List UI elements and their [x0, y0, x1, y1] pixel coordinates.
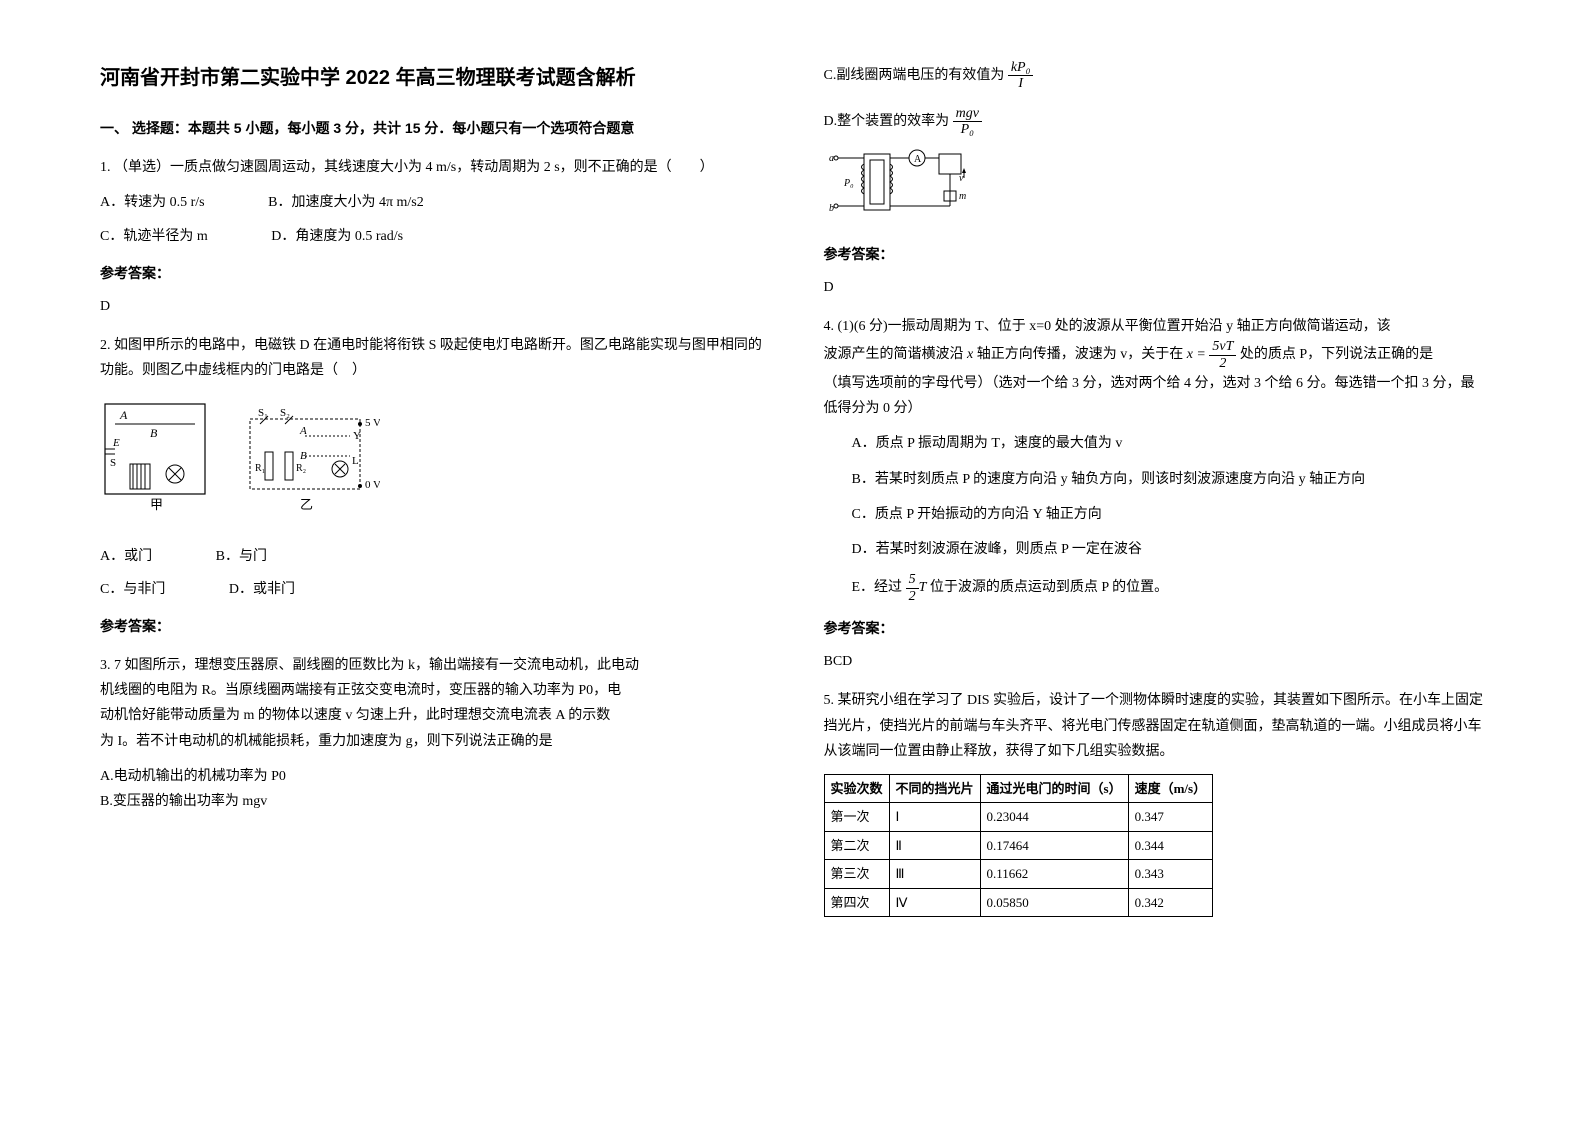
q1-optA: A．转速为 0.5 r/s: [100, 190, 205, 215]
table-row: 第三次 Ⅲ 0.11662 0.343: [824, 860, 1213, 888]
q1-optD: D．角速度为 0.5 rad/s: [271, 224, 403, 249]
table-row: 第一次 Ⅰ 0.23044 0.347: [824, 803, 1213, 831]
svg-text:Y: Y: [353, 430, 361, 442]
q2-options-row1: A．或门 B．与门: [100, 544, 764, 569]
q2-options-row2: C．与非门 D．或非门: [100, 577, 764, 602]
q5-stem: 5. 某研究小组在学习了 DIS 实验后，设计了一个测物体瞬时速度的实验，其装置…: [824, 688, 1488, 764]
svg-text:b: b: [829, 203, 834, 214]
svg-text:乙: 乙: [300, 497, 313, 512]
q2-stem: 2. 如图甲所示的电路中，电磁铁 D 在通电时能将衔铁 S 吸起使电灯电路断开。…: [100, 333, 764, 383]
q2-answer-label: 参考答案：: [100, 614, 764, 639]
right-column: C.副线圈两端电压的有效值为 kP₀ I D.整个装置的效率为 mgv P₀ a…: [824, 60, 1488, 1062]
q4-answer-label: 参考答案：: [824, 616, 1488, 641]
table-header-row: 实验次数 不同的挡光片 通过光电门的时间（s） 速度（m/s）: [824, 774, 1213, 802]
svg-text:E: E: [112, 437, 120, 449]
q3-optB: B.变压器的输出功率为 mgv: [100, 789, 764, 814]
q3-line4: 为 I。若不计电动机的机械能损耗，重力加速度为 g，则下列说法正确的是: [100, 729, 764, 754]
q2-optD: D．或非门: [229, 577, 295, 602]
q5-data-table: 实验次数 不同的挡光片 通过光电门的时间（s） 速度（m/s） 第一次 Ⅰ 0.…: [824, 774, 1214, 917]
q3-optC: C.副线圈两端电压的有效值为 kP₀ I: [824, 60, 1488, 92]
svg-text:B: B: [150, 426, 158, 440]
svg-text:A: A: [914, 154, 922, 165]
question-5: 5. 某研究小组在学习了 DIS 实验后，设计了一个测物体瞬时速度的实验，其装置…: [824, 688, 1488, 764]
q4-optD: D．若某时刻波源在波峰，则质点 P 一定在波谷: [852, 537, 1488, 562]
table-row: 第四次 Ⅳ 0.05850 0.342: [824, 888, 1213, 916]
frac-5-over-2: 5 2: [906, 572, 919, 604]
q3-transformer-diagram: a b P₀ A m v: [824, 146, 1488, 230]
q3-line3: 动机恰好能带动质量为 m 的物体以速度 v 匀速上升，此时理想交流电流表 A 的…: [100, 703, 764, 728]
q3-answer-label: 参考答案：: [824, 242, 1488, 267]
question-2: 2. 如图甲所示的电路中，电磁铁 D 在通电时能将衔铁 S 吸起使电灯电路断开。…: [100, 333, 764, 383]
q3-optD: D.整个装置的效率为 mgv P₀: [824, 106, 1488, 138]
svg-text:R₁: R₁: [255, 463, 265, 474]
q1-stem: 1. （单选）一质点做匀速圆周运动，其线速度大小为 4 m/s，转动周期为 2 …: [100, 155, 764, 180]
svg-text:A: A: [299, 425, 307, 437]
frac-5vT-over-2: 5vT 2: [1209, 339, 1236, 371]
q2-circuit-diagram: A B E S 甲 S₁ S₂ A Y: [100, 394, 764, 534]
svg-text:m: m: [959, 191, 966, 202]
q2-optA: A．或门: [100, 544, 152, 569]
q4-stem-l2: 波源产生的简谐横波沿 x 轴正方向传播，波速为 v，关于在 x = 5vT 2 …: [824, 339, 1488, 421]
svg-text:5 V: 5 V: [365, 417, 380, 429]
svg-text:P₀: P₀: [843, 178, 854, 189]
left-column: 河南省开封市第二实验中学 2022 年高三物理联考试题含解析 一、 选择题：本题…: [100, 60, 764, 1062]
question-3: 3. 7 如图所示，理想变压器原、副线圈的匝数比为 k，输出端接有一交流电动机，…: [100, 653, 764, 754]
q2-optB: B．与门: [216, 544, 267, 569]
q4-stem-l1: 4. (1)(6 分)一振动周期为 T、位于 x=0 处的波源从平衡位置开始沿 …: [824, 314, 1488, 339]
svg-text:a: a: [829, 153, 834, 164]
svg-text:甲: 甲: [150, 497, 163, 512]
q1-optB: B．加速度大小为 4π m/s2: [268, 190, 424, 215]
svg-text:S: S: [110, 457, 116, 469]
q1-options-row1: A．转速为 0.5 r/s B．加速度大小为 4π m/s2: [100, 190, 764, 215]
q4-optA: A．质点 P 振动周期为 T，速度的最大值为 v: [852, 431, 1488, 456]
q2-optC: C．与非门: [100, 577, 165, 602]
th-0: 实验次数: [824, 774, 889, 802]
doc-title: 河南省开封市第二实验中学 2022 年高三物理联考试题含解析: [100, 60, 764, 96]
svg-text:L: L: [352, 455, 359, 467]
q3-line2: 机线圈的电阻为 R。当原线圈两端接有正弦交变电流时，变压器的输入功率为 P0，电: [100, 678, 764, 703]
q3-optA: A.电动机输出的机械功率为 P0: [100, 764, 764, 789]
svg-text:0 V: 0 V: [365, 479, 380, 491]
q3-optD-prefix: D.整个装置的效率为: [824, 114, 950, 129]
q1-optC: C．轨迹半径为 m: [100, 224, 208, 249]
svg-text:R₂: R₂: [296, 463, 306, 474]
question-4: 4. (1)(6 分)一振动周期为 T、位于 x=0 处的波源从平衡位置开始沿 …: [824, 314, 1488, 421]
q3-answer: D: [824, 275, 1488, 300]
th-2: 通过光电门的时间（s）: [980, 774, 1128, 802]
q4-optE: E．经过 5 2 T 位于波源的质点运动到质点 P 的位置。: [852, 572, 1488, 604]
frac-mgv-over-P0: mgv P₀: [953, 106, 982, 138]
q3-optC-prefix: C.副线圈两端电压的有效值为: [824, 68, 1005, 83]
svg-text:S₂: S₂: [280, 407, 290, 419]
q4-answer: BCD: [824, 649, 1488, 674]
q1-answer: D: [100, 294, 764, 319]
svg-text:v: v: [959, 173, 964, 184]
q3-line1: 3. 7 如图所示，理想变压器原、副线圈的匝数比为 k，输出端接有一交流电动机，…: [100, 653, 764, 678]
table-row: 第二次 Ⅱ 0.17464 0.344: [824, 831, 1213, 859]
q1-options-row2: C．轨迹半径为 m D．角速度为 0.5 rad/s: [100, 224, 764, 249]
th-3: 速度（m/s）: [1128, 774, 1213, 802]
frac-kP0-over-I: kP₀ I: [1008, 60, 1034, 92]
section-1-header: 一、 选择题：本题共 5 小题，每小题 3 分，共计 15 分．每小题只有一个选…: [100, 116, 764, 141]
q4-optC: C．质点 P 开始振动的方向沿 Y 轴正方向: [852, 502, 1488, 527]
th-1: 不同的挡光片: [889, 774, 980, 802]
question-1: 1. （单选）一质点做匀速圆周运动，其线速度大小为 4 m/s，转动周期为 2 …: [100, 155, 764, 180]
svg-text:A: A: [119, 408, 128, 422]
q1-answer-label: 参考答案：: [100, 261, 764, 286]
q4-optB: B．若某时刻质点 P 的速度方向沿 y 轴负方向，则该时刻波源速度方向沿 y 轴…: [852, 467, 1488, 492]
